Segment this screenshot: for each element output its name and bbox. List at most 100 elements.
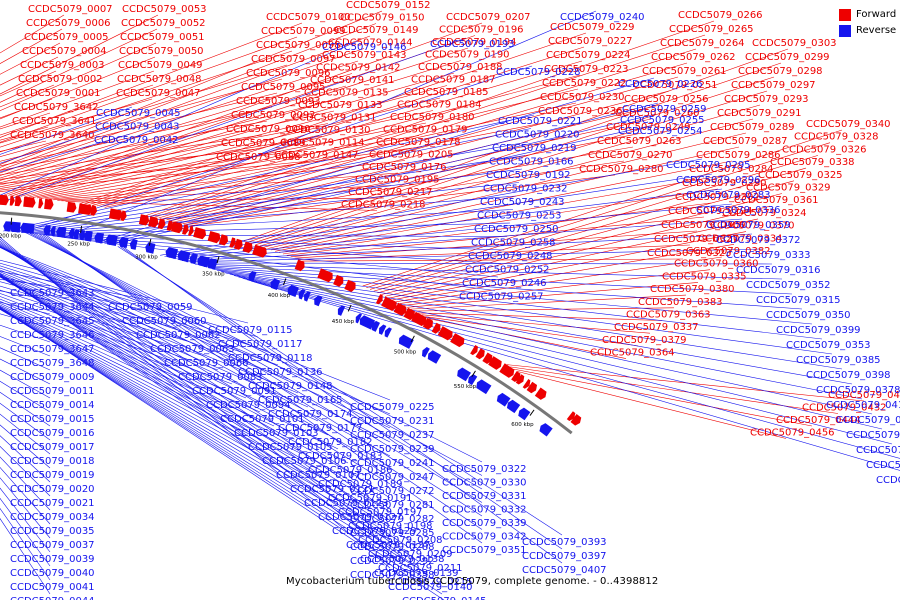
gene-label: CCDC5079_0146 xyxy=(322,42,407,53)
leader-line xyxy=(513,368,813,427)
gene-label: CCDC5079_0293 xyxy=(724,94,809,105)
reverse-gene-arrow xyxy=(298,289,306,300)
gene-label: CCDC5079_0188 xyxy=(418,62,503,73)
gene-label: CCDC5079_0360 xyxy=(674,259,759,270)
leader-line xyxy=(49,160,406,200)
leader-line xyxy=(0,246,391,401)
gene-label: CCDC5079_0352 xyxy=(746,280,831,291)
forward-gene-arrow xyxy=(403,307,415,321)
scale-tick xyxy=(282,278,287,286)
gene-label: CCDC5079_0272 xyxy=(350,486,435,497)
leader-line xyxy=(216,270,833,355)
gene-label: CCDC5079_0295 xyxy=(666,160,751,171)
gene-label: CCDC5079_0019 xyxy=(10,470,95,481)
gene-label: CCDC5079_0335 xyxy=(662,271,747,282)
leader-line xyxy=(263,118,754,248)
leader-line xyxy=(0,246,391,415)
gene-label: CCDC5079_3640 xyxy=(10,130,95,141)
leader-line xyxy=(177,218,743,260)
gene-label: CCDC5079_0005 xyxy=(24,32,109,43)
gene-label: CCDC5079_3648 xyxy=(10,358,95,369)
gene-label: CCDC5079_0139 xyxy=(374,568,459,579)
reverse-gene-arrow xyxy=(421,347,430,358)
scale-tick-label: 450 kbp xyxy=(332,319,355,325)
reverse-gene-arrow xyxy=(270,278,281,291)
gene-label: CCDC5079_0045 xyxy=(96,108,181,119)
gene-label: CCDC5079_0150 xyxy=(340,13,425,24)
reverse-gene-arrow xyxy=(165,247,179,260)
leader-line xyxy=(0,84,154,136)
gene-label: CCDC5079_0140 xyxy=(388,582,473,593)
forward-gene-arrow xyxy=(522,379,531,389)
gene-label: CCDC5079_0298 xyxy=(738,66,823,77)
forward-gene-arrow xyxy=(475,348,485,360)
gene-label: CCDC5079_0332 xyxy=(442,505,527,516)
forward-gene-arrow xyxy=(0,194,9,206)
gene-label: CCDC5079_0217 xyxy=(348,187,433,198)
leader-line xyxy=(0,245,391,485)
gene-label: CCDC5079_0247 xyxy=(350,472,435,483)
forward-gene-arrow xyxy=(218,234,229,246)
gene-label: CCDC5079_0215 xyxy=(388,577,473,588)
gene-label: CCDC5079_0258 xyxy=(471,238,556,249)
gene-label: CCDC5079_0253 xyxy=(477,211,562,222)
leader-line xyxy=(0,120,268,171)
leader-line xyxy=(279,174,726,253)
gene-label: CCDC5079_0288 xyxy=(350,542,435,553)
leader-line xyxy=(88,60,583,205)
leader-line xyxy=(384,205,771,297)
reverse-gene-arrow xyxy=(83,230,93,242)
leader-line xyxy=(0,269,289,380)
backbone-circle xyxy=(0,211,573,435)
gene-label: CCDC5079_0179 xyxy=(383,125,468,136)
gene-label: CCDC5079_0372 xyxy=(716,235,801,246)
gene-label: CCDC5079_0333 xyxy=(726,250,811,261)
leader-line xyxy=(421,314,651,334)
reverse-gene-arrow xyxy=(68,228,75,239)
gene-label: CCDC5079_0286 xyxy=(696,150,781,161)
leader-line xyxy=(150,34,706,217)
leader-line xyxy=(0,276,379,506)
scale-tick xyxy=(410,335,415,343)
leader-line xyxy=(0,28,63,64)
gene-label: CCDC5079_0090 xyxy=(226,124,311,135)
gene-label: CCDC5079_0062 xyxy=(136,330,221,341)
leader-line xyxy=(0,413,51,455)
gene-label: CCDC5079_0043 xyxy=(95,122,180,133)
gene-label: CCDC5079_0039 xyxy=(10,554,95,565)
gene-label: CCDC5079_0037 xyxy=(10,540,95,551)
leader-line xyxy=(24,85,448,198)
gene-label: CCDC5079_0016 xyxy=(10,428,95,439)
gene-label: CCDC5079_0226 xyxy=(618,79,703,90)
reverse-gene-arrow xyxy=(43,225,51,236)
gene-label: CCDC5079_0322 xyxy=(442,464,527,475)
gene-label: CCDC5079_0182 xyxy=(288,437,373,448)
leader-line xyxy=(0,302,275,427)
leader-line xyxy=(0,274,419,562)
gene-label: CCDC5079_0353 xyxy=(786,340,871,351)
leader-line xyxy=(0,259,249,324)
leader-line xyxy=(104,113,657,245)
reverse-gene-arrow xyxy=(384,327,392,338)
leader-line xyxy=(36,122,427,199)
leader-line xyxy=(0,380,51,413)
forward-gene-arrow xyxy=(193,227,207,240)
gene-label: CCDC5079_0099 xyxy=(261,26,346,37)
gene-label: CCDC5079_0257 xyxy=(459,292,544,303)
gene-label: CCDC5079_0184 xyxy=(397,100,482,111)
leader-line xyxy=(0,242,391,527)
reverse-gene-arrow xyxy=(118,236,129,249)
leader-line xyxy=(195,263,783,280)
leader-line xyxy=(0,507,51,581)
gene-label: CCDC5079_0409 xyxy=(866,460,900,471)
gene-label: CCDC5079_0143 xyxy=(322,50,407,61)
gene-label: CCDC5079_0166 xyxy=(489,157,574,168)
gene-label: CCDC5079_0052 xyxy=(121,18,206,29)
leader-line xyxy=(0,23,377,168)
gene-label: CCDC5079_0287 xyxy=(703,136,788,147)
forward-gene-arrow xyxy=(120,210,127,221)
gene-label: CCDC5079_0049 xyxy=(118,60,203,71)
gene-label: CCDC5079_0138 xyxy=(360,554,445,565)
gene-label: CCDC5079_0106 xyxy=(262,456,347,467)
